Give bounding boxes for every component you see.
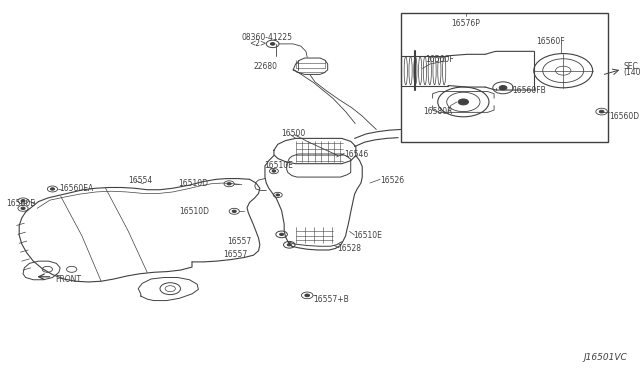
Circle shape	[280, 233, 284, 235]
Circle shape	[499, 86, 507, 90]
Text: 16576P: 16576P	[451, 19, 481, 28]
Circle shape	[272, 170, 276, 172]
Text: 16526: 16526	[380, 176, 404, 185]
Circle shape	[287, 244, 291, 246]
Text: (14013M): (14013M)	[623, 68, 640, 77]
Circle shape	[458, 99, 468, 105]
Text: 16546: 16546	[344, 150, 369, 158]
Text: 16500: 16500	[282, 129, 306, 138]
Circle shape	[51, 188, 54, 190]
Circle shape	[270, 42, 275, 45]
Text: 16528: 16528	[337, 244, 362, 253]
Text: 16560D: 16560D	[609, 112, 639, 121]
Text: 16557+B: 16557+B	[314, 295, 349, 304]
Text: 16510E: 16510E	[353, 231, 382, 240]
Text: 08360-41225: 08360-41225	[242, 33, 293, 42]
Text: 16510D: 16510D	[179, 207, 209, 216]
Text: 16557: 16557	[223, 250, 247, 259]
Text: 22680: 22680	[253, 62, 278, 71]
Text: 16560FB: 16560FB	[512, 86, 546, 94]
Bar	[401, 13, 608, 142]
Text: 16560F: 16560F	[536, 37, 565, 46]
Text: J16501VC: J16501VC	[584, 353, 627, 362]
Text: 16560EA: 16560EA	[59, 185, 93, 193]
Text: SEC.140: SEC.140	[623, 62, 640, 71]
Text: <2>: <2>	[250, 39, 267, 48]
Text: 16580R: 16580R	[424, 107, 453, 116]
Text: 16560F: 16560F	[426, 55, 454, 64]
Circle shape	[21, 207, 25, 209]
Circle shape	[305, 294, 310, 297]
Text: 16510D: 16510D	[178, 179, 208, 188]
Text: 16560E: 16560E	[6, 199, 35, 208]
Text: FRONT: FRONT	[55, 275, 81, 284]
Circle shape	[276, 194, 280, 196]
Circle shape	[232, 210, 236, 212]
Text: 16554: 16554	[128, 176, 152, 185]
Text: 16557: 16557	[227, 237, 252, 246]
Circle shape	[21, 200, 25, 202]
Circle shape	[227, 183, 231, 185]
Text: 16510E: 16510E	[264, 161, 293, 170]
Circle shape	[599, 110, 604, 113]
